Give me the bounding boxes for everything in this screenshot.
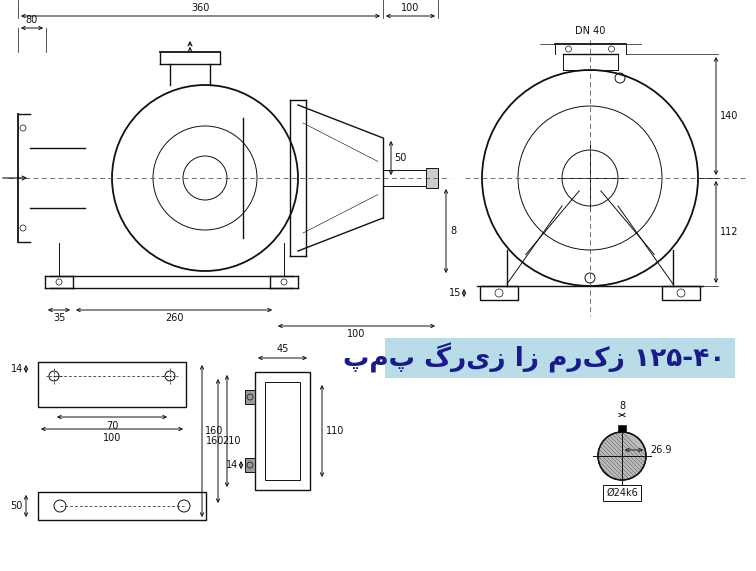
Text: 110: 110 <box>326 426 345 436</box>
Text: 210: 210 <box>222 436 240 446</box>
Text: 45: 45 <box>276 344 289 354</box>
Text: 112: 112 <box>720 227 739 237</box>
Text: 26.9: 26.9 <box>650 445 671 455</box>
Text: Ø24k6: Ø24k6 <box>606 488 638 498</box>
Text: 50: 50 <box>11 501 23 511</box>
Text: 160: 160 <box>205 426 223 436</box>
Bar <box>383 170 438 186</box>
Text: 100: 100 <box>347 329 366 339</box>
Bar <box>265 382 300 480</box>
Text: 360: 360 <box>191 3 209 13</box>
Bar <box>480 286 518 300</box>
Text: 260: 260 <box>165 313 183 323</box>
Text: 80: 80 <box>26 15 38 25</box>
Text: 140: 140 <box>720 111 739 121</box>
Bar <box>662 286 700 300</box>
Bar <box>38 492 206 520</box>
Text: 35: 35 <box>53 313 65 323</box>
Text: 100: 100 <box>401 3 420 13</box>
Circle shape <box>598 432 646 480</box>
Text: DN 40: DN 40 <box>575 26 606 36</box>
Bar <box>245 458 255 472</box>
Text: 8: 8 <box>450 226 456 236</box>
Bar <box>426 168 438 188</box>
Bar <box>245 390 255 404</box>
Text: 14: 14 <box>11 364 23 374</box>
Bar <box>255 372 310 490</box>
Bar <box>618 425 626 432</box>
Bar <box>385 338 735 378</box>
Text: 15: 15 <box>448 288 461 298</box>
Text: پمپ گریز از مرکز ۱۲۵-۴۰: پمپ گریز از مرکز ۱۲۵-۴۰ <box>342 343 725 373</box>
Text: 160: 160 <box>206 436 225 446</box>
Text: 8: 8 <box>619 401 625 411</box>
Bar <box>38 362 186 407</box>
Text: 14: 14 <box>226 460 238 470</box>
Text: 100: 100 <box>103 433 121 443</box>
Text: 70: 70 <box>106 421 118 431</box>
Text: 50: 50 <box>394 153 407 163</box>
